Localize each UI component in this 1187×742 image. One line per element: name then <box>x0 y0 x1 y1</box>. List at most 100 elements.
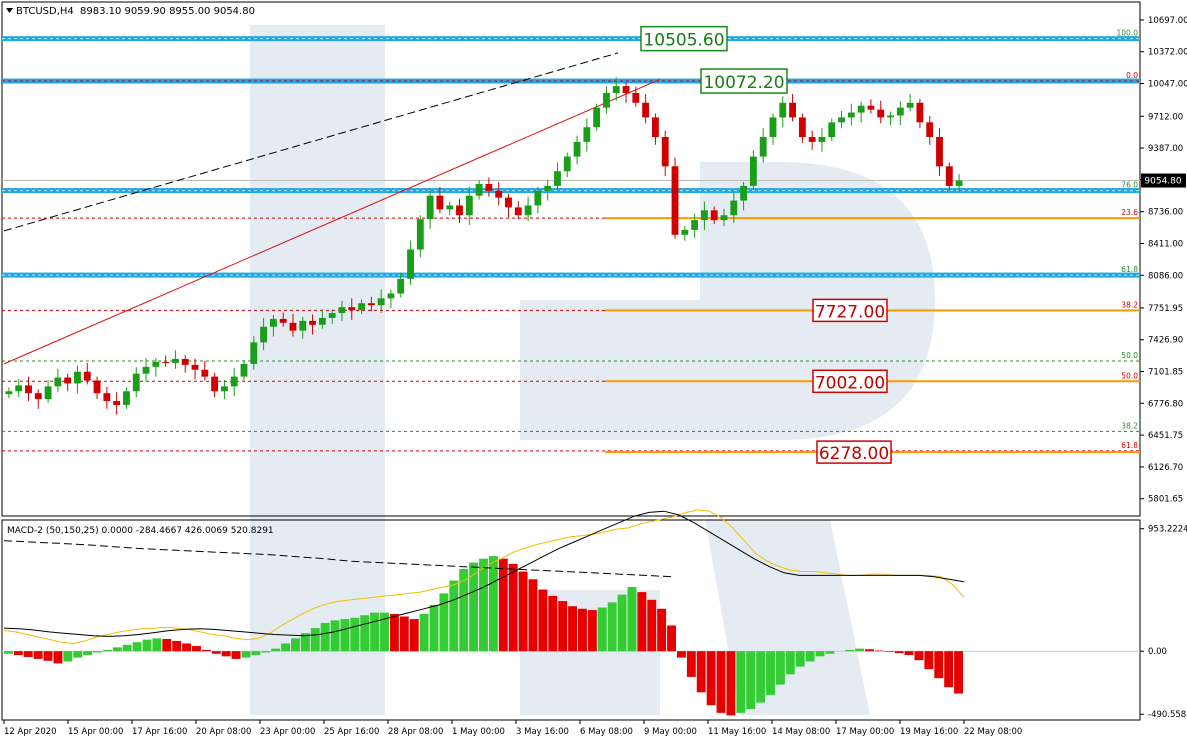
macd-histogram-bar <box>231 651 241 659</box>
fib-percent-label: 61.8 <box>1121 441 1138 450</box>
macd-histogram-bar <box>578 608 587 652</box>
key-level-band <box>2 272 1140 278</box>
candle-body <box>563 156 571 172</box>
symbol-title: BTCUSD,H4 <box>16 6 74 17</box>
macd-histogram-bar <box>211 651 221 654</box>
macd-histogram-bar <box>23 651 33 657</box>
candle-body <box>152 361 160 367</box>
macd-histogram-bar <box>855 648 865 652</box>
macd-histogram-bar <box>409 619 419 652</box>
candle-body <box>142 366 150 374</box>
macd-histogram-bar <box>805 651 815 662</box>
candle-body <box>34 393 42 400</box>
price-panel-frame <box>1 1 1141 517</box>
macd-histogram-bar <box>488 556 498 652</box>
candle-body <box>798 117 806 138</box>
candle-body <box>818 137 826 142</box>
candle-body <box>554 171 561 186</box>
candle-body <box>955 180 963 186</box>
macd-histogram-bar <box>568 606 578 652</box>
price-tick-label: 10047.00 <box>1148 80 1187 90</box>
macd-histogram-bar <box>102 649 112 652</box>
candle-body <box>230 376 238 387</box>
macd-histogram-bar <box>53 651 63 664</box>
candle-body <box>367 303 375 306</box>
price-tick-label: 8086.00 <box>1148 271 1183 281</box>
key-level-band <box>2 188 1140 194</box>
time-tick-label: 28 Apr 08:00 <box>388 727 443 737</box>
fib-percent-label: 76.0 <box>1121 181 1138 190</box>
candle-body <box>720 215 728 221</box>
macd-histogram-bar <box>696 651 706 693</box>
candle-body <box>877 109 885 118</box>
time-tick-label: 15 Apr 00:00 <box>68 727 123 737</box>
time-tick-label: 14 May 08:00 <box>772 727 830 737</box>
current-price-tag: 9054.80 <box>1141 173 1186 188</box>
macd-histogram-bar <box>627 586 637 652</box>
candle-body <box>240 363 248 377</box>
macd-histogram-bar <box>152 638 162 652</box>
macd-histogram-bar <box>894 651 904 654</box>
macd-histogram-bar <box>657 608 667 652</box>
candle-body <box>906 102 914 108</box>
price-axis: 10697.00 10372.00 10047.00 9712.00 9387.00 90… <box>1140 16 1187 505</box>
macd-histogram-bar <box>617 594 627 652</box>
candle-body <box>691 220 699 230</box>
price-tick-label: 6451.75 <box>1148 431 1183 441</box>
target-level-box <box>812 369 888 394</box>
macd-histogram-bar <box>686 651 696 677</box>
macd-histogram-bar <box>93 651 102 653</box>
candle-body <box>269 318 277 327</box>
price-tick-label: 9387.00 <box>1148 144 1183 154</box>
macd-axis: 953.2224 0.00 -490.5583 <box>1140 525 1187 720</box>
macd-histogram-bar <box>597 607 607 652</box>
candle-body <box>916 102 924 123</box>
macd-histogram-bar <box>330 620 340 652</box>
macd-histogram-bar <box>934 651 944 679</box>
macd-histogram-bar <box>281 643 291 652</box>
candle-body <box>485 183 493 191</box>
candle-body <box>358 303 365 311</box>
macd-histogram-bar <box>914 651 924 661</box>
macd-histogram-bar <box>350 617 360 652</box>
macd-histogram-bar <box>469 562 479 652</box>
macd-histogram-bar <box>865 649 874 652</box>
candle-body <box>103 393 111 402</box>
candle-body <box>847 112 855 118</box>
candle-body <box>465 195 473 216</box>
macd-histogram-bar <box>132 642 142 652</box>
candle-body <box>593 107 601 128</box>
candle-body <box>387 293 395 299</box>
fib-percent-label: 0.0 <box>1126 71 1138 80</box>
macd-histogram-bar <box>607 602 617 652</box>
candle-body <box>808 137 816 142</box>
fib-percent-label: 38.2 <box>1121 300 1138 309</box>
macd-histogram-bar <box>825 651 835 654</box>
macd-histogram-bar <box>845 649 855 652</box>
target-level-label: 7727.00 <box>815 302 885 322</box>
candle-body <box>416 219 424 250</box>
candle-body <box>83 371 91 381</box>
candle-body <box>887 115 894 118</box>
key-level-box <box>640 25 728 52</box>
candle-body <box>857 105 865 113</box>
candle-body <box>828 122 836 138</box>
macd-histogram-bar <box>142 639 152 652</box>
candle-body <box>44 386 52 400</box>
fib-percent-label: 50.0 <box>1121 371 1138 380</box>
key-level-label: 10072.20 <box>703 73 784 93</box>
macd-tick-label: 0.00 <box>1148 647 1167 657</box>
macd-tick-label: -490.5583 <box>1148 710 1187 720</box>
macd-histogram-bar <box>667 625 676 652</box>
key-level-band <box>2 78 1140 84</box>
macd-histogram-bar <box>43 651 53 661</box>
candle-body <box>191 364 199 370</box>
macd-histogram-bar <box>122 644 132 652</box>
candle-body <box>838 117 845 123</box>
macd-histogram-bar <box>944 651 954 688</box>
candle-body <box>338 307 346 314</box>
symbol-header: BTCUSD,H4 8983.10 9059.90 8955.00 9054.8… <box>6 6 255 17</box>
candle-body <box>710 210 718 221</box>
macd-histogram-bar <box>439 593 449 652</box>
candle-body <box>211 376 219 392</box>
